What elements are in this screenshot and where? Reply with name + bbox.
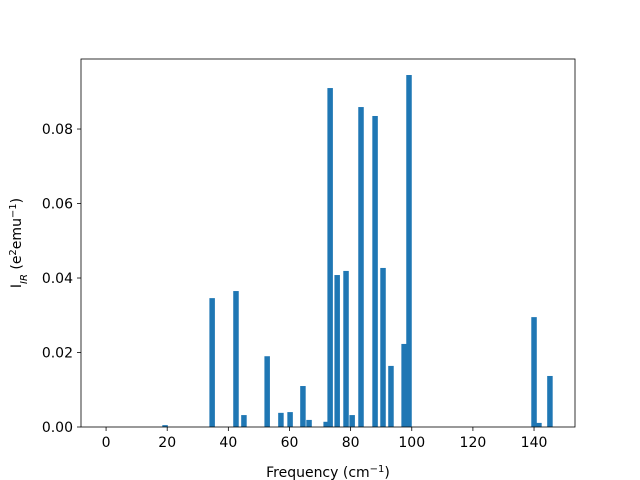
bar (287, 412, 293, 427)
bar (300, 386, 306, 427)
y-axis-label-part: emu (9, 218, 25, 249)
y-axis-label-part: 2 (8, 249, 19, 255)
bar (233, 291, 239, 427)
bar (547, 375, 553, 427)
bar (388, 365, 394, 427)
bar (380, 267, 386, 427)
x-tick-label: 100 (398, 435, 425, 451)
bar (536, 422, 542, 427)
bar (358, 107, 364, 427)
bar (306, 419, 312, 427)
x-axis-label-part: Frequency (cm (266, 465, 370, 480)
bar (334, 275, 340, 427)
x-tick-label: 120 (460, 435, 487, 451)
x-axis-label: Frequency (cm−1) (266, 464, 390, 480)
x-axis-label-part: −1 (370, 464, 385, 475)
y-tick-label: 0.06 (42, 197, 73, 213)
bar (343, 270, 349, 427)
x-tick-label: 0 (102, 435, 111, 451)
bar (327, 88, 333, 427)
y-axis-label-part: IR (19, 274, 30, 284)
axes-frame (80, 58, 576, 428)
y-tick-label: 0.04 (42, 271, 73, 287)
y-axis-label: IIR (e2emu−1) (8, 198, 30, 288)
x-tick-label: 140 (521, 435, 548, 451)
y-tick-label: 0.08 (42, 122, 73, 138)
bar (401, 343, 407, 427)
y-axis-label-part: ) (9, 198, 25, 203)
bar (349, 415, 355, 427)
bar (323, 421, 329, 427)
y-axis-label-part: (e (9, 256, 25, 275)
bar (241, 415, 247, 427)
bar (209, 298, 215, 427)
x-tick-label: 40 (219, 435, 237, 451)
x-tick-label: 80 (342, 435, 360, 451)
x-tick-label: 20 (158, 435, 176, 451)
y-axis-label-part: −1 (8, 203, 19, 218)
y-tick-label: 0.00 (42, 420, 73, 436)
x-axis-label-part: ) (384, 465, 389, 480)
x-tick-label: 60 (281, 435, 299, 451)
bar (406, 75, 412, 427)
bar (372, 115, 378, 427)
y-axis-label-part: I (9, 284, 25, 288)
bar (264, 356, 270, 427)
bar (531, 317, 537, 427)
bar (278, 412, 284, 427)
bar (162, 425, 168, 427)
y-tick-label: 0.02 (42, 346, 73, 362)
